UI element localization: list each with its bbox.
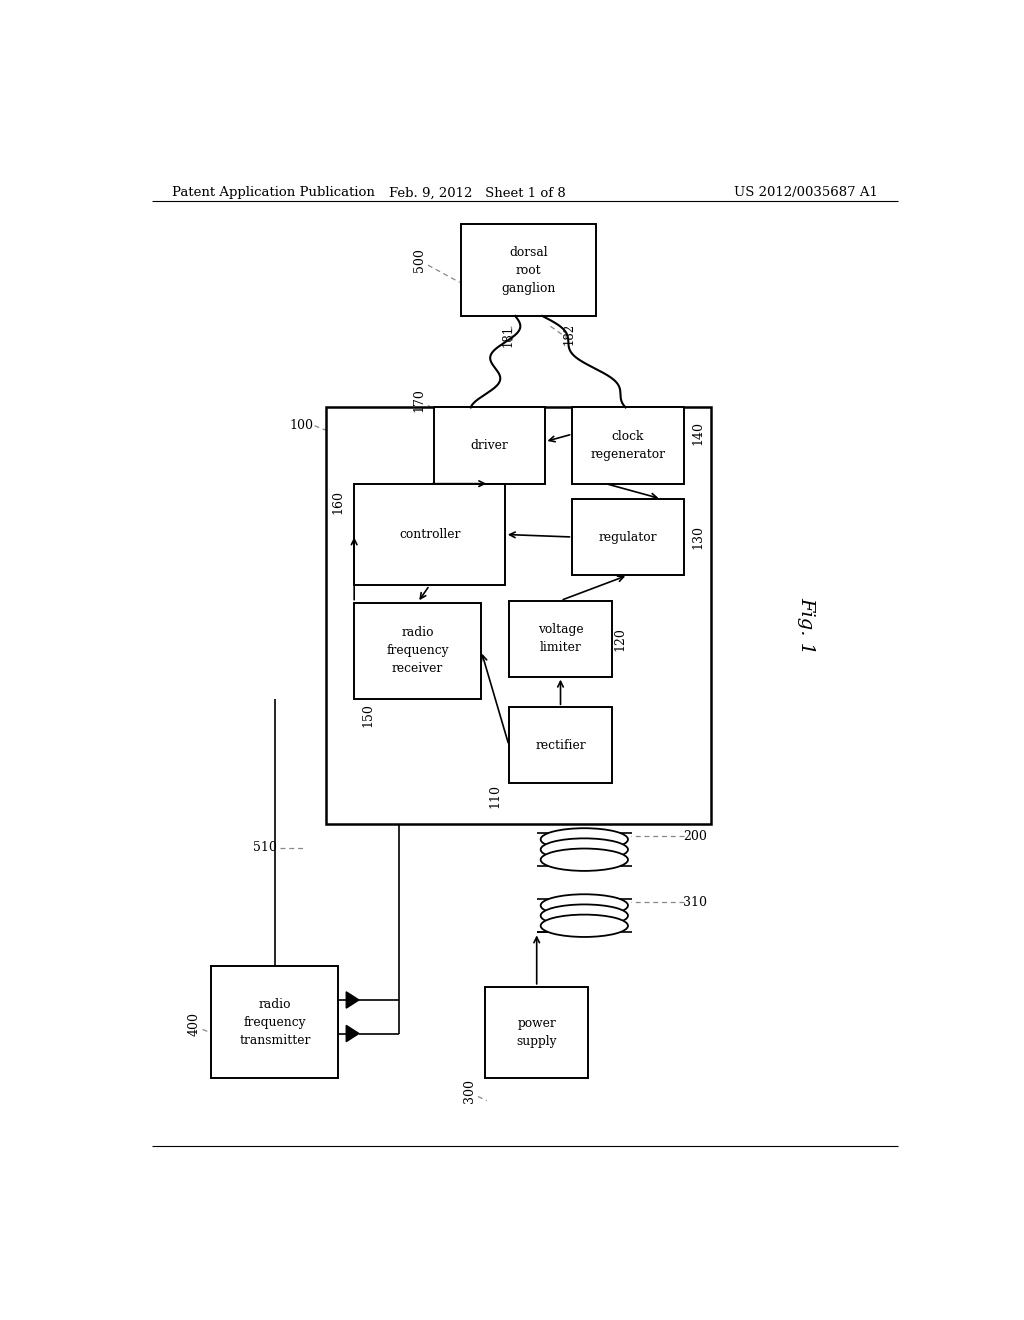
Text: 310: 310 [683,896,707,909]
Text: dorsal
root
ganglion: dorsal root ganglion [502,246,556,294]
Text: 150: 150 [361,704,374,727]
Text: rectifier: rectifier [536,739,586,752]
Text: voltage
limiter: voltage limiter [538,623,584,655]
Text: 181: 181 [502,325,515,347]
Ellipse shape [541,915,628,937]
Bar [211,966,338,1078]
Ellipse shape [541,904,628,927]
Bar [433,408,545,483]
Text: 170: 170 [413,388,426,412]
Polygon shape [346,991,359,1008]
Text: 510: 510 [253,841,278,854]
Ellipse shape [541,828,628,850]
Ellipse shape [541,894,628,916]
Text: 140: 140 [691,421,705,445]
Text: 100: 100 [289,420,313,432]
Bar [509,601,612,677]
Bar [572,408,684,483]
Text: power
supply: power supply [516,1016,557,1048]
Text: 500: 500 [413,248,426,272]
Bar [485,987,588,1078]
Text: regulator: regulator [599,531,657,544]
Text: Feb. 9, 2012   Sheet 1 of 8: Feb. 9, 2012 Sheet 1 of 8 [389,186,565,199]
Text: radio
frequency
transmitter: radio frequency transmitter [240,998,310,1047]
Bar [354,483,505,585]
Text: driver: driver [470,440,508,451]
Text: clock
regenerator: clock regenerator [591,430,666,461]
Text: US 2012/0035687 A1: US 2012/0035687 A1 [734,186,878,199]
Bar [509,708,612,784]
Bar [354,602,481,700]
Text: 182: 182 [562,323,575,346]
Text: controller: controller [399,528,460,541]
Text: 120: 120 [613,627,627,651]
Text: radio
frequency
receiver: radio frequency receiver [386,627,449,676]
Bar [572,499,684,576]
Text: 130: 130 [691,524,705,549]
Polygon shape [346,1026,359,1041]
Bar [327,408,712,824]
Text: 400: 400 [187,1012,201,1036]
Text: 200: 200 [683,830,707,843]
Text: 110: 110 [488,784,501,808]
Ellipse shape [541,849,628,871]
Text: 300: 300 [463,1080,476,1104]
Text: 160: 160 [332,490,345,513]
Bar [461,224,596,315]
Text: Fig. 1: Fig. 1 [798,598,815,655]
Ellipse shape [541,838,628,861]
Text: Patent Application Publication: Patent Application Publication [172,186,375,199]
